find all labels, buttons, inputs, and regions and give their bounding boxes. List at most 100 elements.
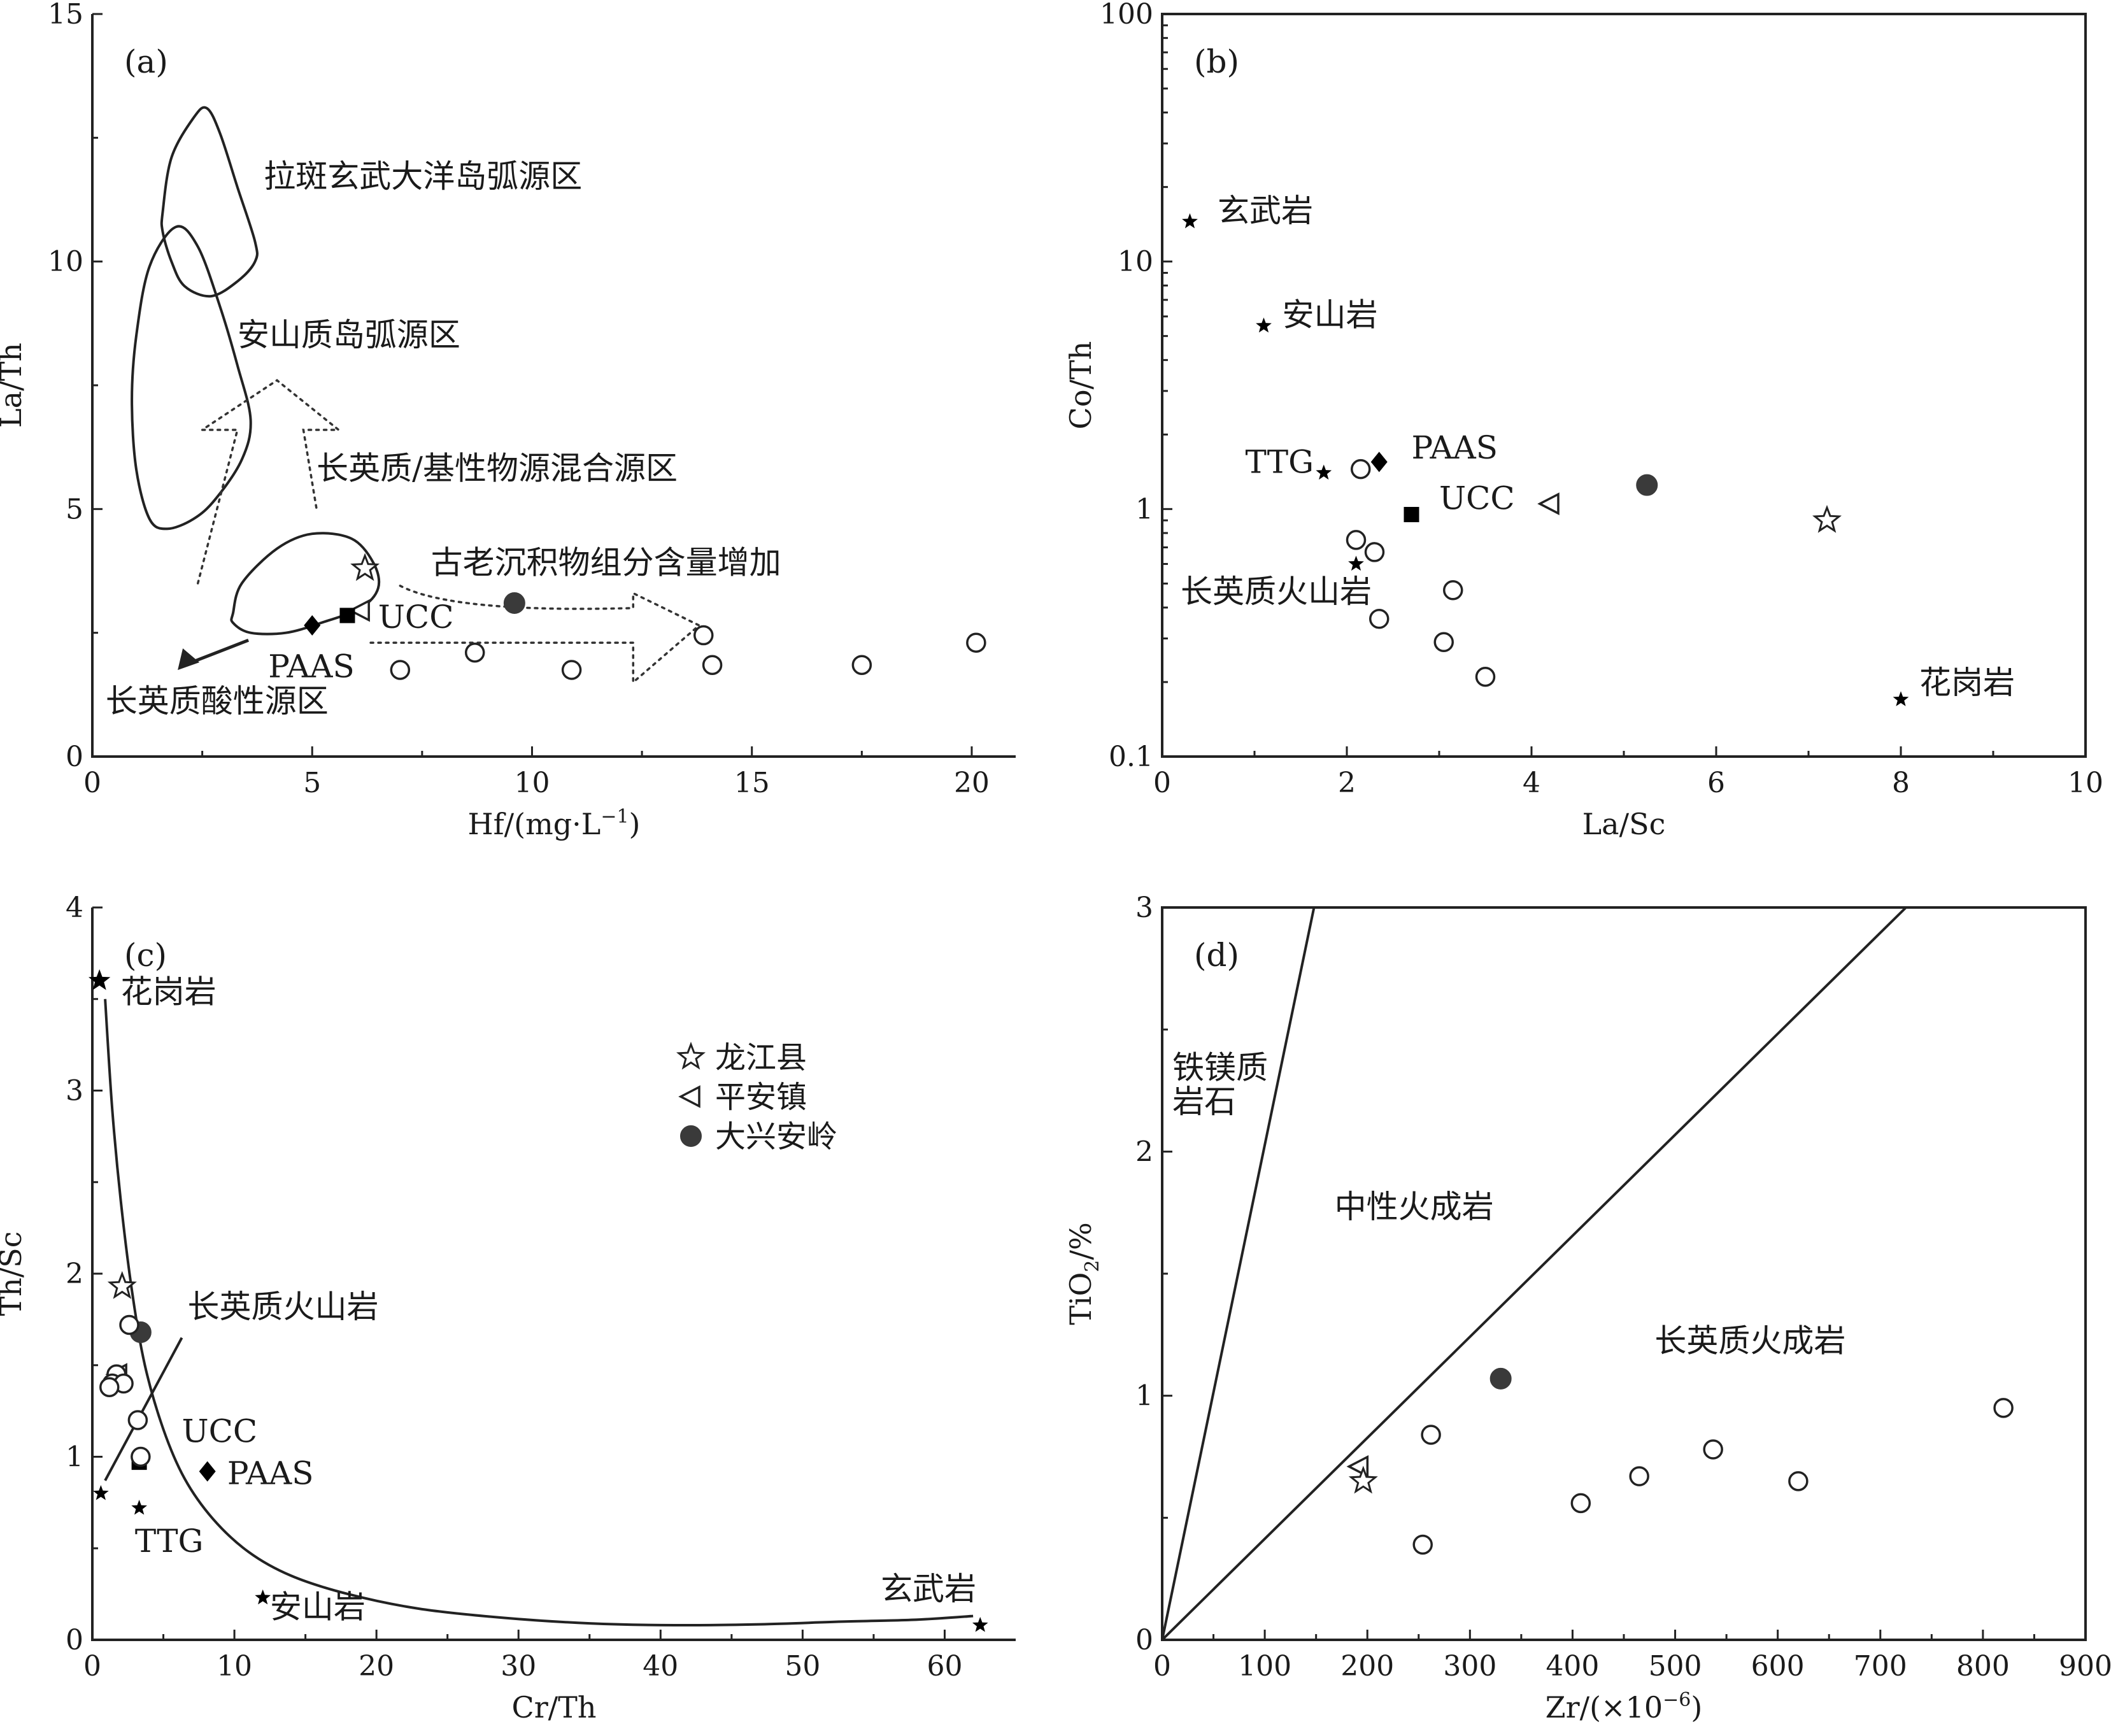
point-open-circle (127, 1410, 148, 1430)
x-axis-label-sup: −6 (1663, 1689, 1691, 1711)
x-tick-label: 40 (643, 1650, 678, 1683)
point-open-circle (1351, 459, 1371, 480)
x-axis-label-text: Zr/(×10 (1546, 1690, 1663, 1725)
y-tick-label: 1 (1135, 1380, 1153, 1412)
x-tick-label: 60 (927, 1650, 962, 1683)
annotation: 长英质火山岩 (1181, 573, 1372, 610)
y-tick-label: 15 (48, 0, 83, 31)
x-axis-label-tail: ) (1691, 1690, 1702, 1725)
point-open-star (1812, 504, 1842, 533)
y-tick-label: 1 (66, 1441, 83, 1474)
y-tick-label: 10 (1118, 246, 1153, 278)
point-open-circle (1475, 667, 1496, 687)
x-axis-label-tail: ) (629, 807, 641, 841)
x-tick-label: 300 (1443, 1650, 1496, 1683)
annotation: PAAS (227, 1455, 314, 1492)
y-tick-label: 0 (1135, 1624, 1153, 1656)
annotation: 长英质火成岩 (1654, 1323, 1845, 1360)
legend-label: 平安镇 (715, 1079, 807, 1115)
point-filled-square (1404, 506, 1419, 522)
y-tick-label: 2 (1135, 1135, 1153, 1168)
point-open-circle (1346, 530, 1367, 550)
panel-tag: (a) (124, 43, 168, 80)
x-tick-label: 0 (1153, 1650, 1171, 1683)
legend-marker-open-triangle-left (678, 1085, 700, 1108)
discrimination-line-1 (1161, 907, 1316, 1640)
point-open-circle (1629, 1466, 1649, 1486)
y-axis-label-tail: /% (1063, 1222, 1098, 1260)
region-label-oceanic-arc: 拉斑玄武大洋岛弧源区 (264, 158, 582, 195)
y-axis-label: Co/Th (1063, 341, 1098, 430)
y-tick-label: 3 (1135, 892, 1153, 924)
annotation: PAAS (1412, 429, 1498, 466)
x-tick-label: 500 (1649, 1650, 1702, 1683)
panel-a: 0 5 10 15 20 0 5 10 15 Hf/(mg·L−1) La/Th (a) 拉斑玄武大洋岛… (0, 0, 1016, 841)
felsic-source-arrowhead (178, 648, 200, 671)
panel-tag: (b) (1194, 43, 1239, 80)
y-tick-label: 1 (1135, 493, 1153, 525)
data-points (304, 553, 986, 680)
x-tick-label: 800 (1956, 1650, 2010, 1683)
annotation: 铁镁质 (1172, 1049, 1268, 1086)
panel-tag: (c) (124, 937, 167, 974)
annotation: 玄武岩 (1218, 192, 1313, 229)
x-axis-label: Cr/Th (512, 1690, 597, 1725)
point-open-circle (1703, 1439, 1723, 1460)
legend-marker-open-star (676, 1041, 706, 1070)
y-axis-label-text: TiO (1063, 1272, 1098, 1325)
mixed-source-arrow (196, 379, 342, 585)
annotation: UCC (182, 1413, 258, 1450)
point-open-circle (1421, 1425, 1441, 1445)
annotation: PAAS (268, 648, 355, 685)
x-tick-label: 5 (303, 767, 321, 799)
x-axis-label: Zr/(×10−6) (1546, 1689, 1703, 1725)
x-tick-label: 100 (1238, 1650, 1291, 1683)
x-axis-label-text: Hf/(mg·L (467, 807, 601, 841)
point-open-circle (1993, 1398, 2014, 1418)
annotation: 中性火成岩 (1335, 1188, 1494, 1225)
region-andesitic-arc (131, 225, 252, 530)
point-open-circle (464, 643, 485, 663)
plot-frame (1161, 13, 2087, 758)
annotation: TTG (1246, 444, 1314, 481)
annotation: 长英质酸性源区 (106, 683, 329, 720)
x-tick-label: 20 (359, 1650, 394, 1683)
point-open-circle (390, 660, 411, 680)
y-tick-label: 4 (66, 892, 83, 924)
x-tick-label: 900 (2059, 1650, 2111, 1683)
y-axis-label-text: Th/Sc (0, 1231, 28, 1316)
x-tick-label: 700 (1854, 1650, 1907, 1683)
point-small-filled-star (93, 1485, 109, 1500)
y-tick-label: 3 (66, 1075, 83, 1107)
point-open-star (1348, 1465, 1378, 1494)
x-tick-label: 600 (1751, 1650, 1805, 1683)
x-tick-label: 6 (1707, 767, 1725, 799)
region-oceanic-arc (160, 106, 259, 298)
x-tick-label: 400 (1546, 1650, 1599, 1683)
point-open-circle (1570, 1493, 1591, 1514)
point-filled-diamond (199, 1461, 216, 1482)
annotation: 岩石 (1172, 1083, 1236, 1120)
point-small-filled-star (1182, 213, 1198, 229)
y-tick-label: 2 (66, 1258, 83, 1290)
x-tick-label: 10 (514, 767, 550, 799)
x-tick-label: 0 (83, 767, 101, 799)
x-tick-label: 0 (1153, 767, 1171, 799)
x-tick-label: 50 (785, 1650, 820, 1683)
y-tick-label: 5 (66, 493, 83, 525)
y-tick-label: 0.1 (1109, 741, 1153, 773)
y-tick-label: 0 (66, 1624, 83, 1656)
x-axis-label-sup: −1 (601, 806, 629, 828)
y-axis-label: La/Th (0, 343, 28, 428)
point-small-filled-star (972, 1617, 988, 1632)
point-open-triangle-left (1537, 492, 1560, 515)
x-tick-label: 200 (1340, 1650, 1394, 1683)
annotation: UCC (378, 599, 454, 636)
point-open-circle (1364, 542, 1385, 562)
point-small-filled-star (131, 1500, 147, 1515)
data-points (1346, 1367, 2014, 1555)
old-sediment-arrow (368, 585, 702, 685)
x-tick-label: 0 (83, 1650, 101, 1683)
point-open-circle (1443, 580, 1463, 601)
